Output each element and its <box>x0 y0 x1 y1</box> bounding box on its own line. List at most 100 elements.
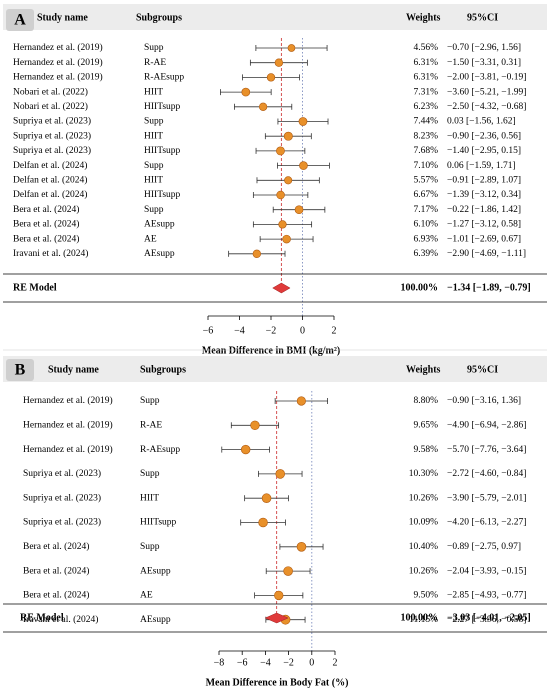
ci-value: −0.90 [−2.36, 0.56] <box>447 131 521 141</box>
x-tick-label: −2 <box>266 325 277 336</box>
x-tick-label: −2 <box>283 657 294 668</box>
study-name: Supriya et al. (2023) <box>23 517 101 528</box>
study-name: Delfan et al. (2024) <box>13 160 87 171</box>
subgroup-label: Supp <box>144 43 164 53</box>
study-point <box>250 420 260 430</box>
weight-value: 6.31% <box>413 58 438 68</box>
panel-letter: B <box>15 362 26 379</box>
header-band <box>3 4 547 30</box>
study-name: Bera et al. (2024) <box>13 233 79 244</box>
weight-value: 7.10% <box>413 161 438 171</box>
study-name: Delfan et al. (2024) <box>13 174 87 185</box>
header-ci: 95%CI <box>467 12 498 23</box>
study-name: Supriya et al. (2023) <box>13 145 91 156</box>
subgroup-label: Supp <box>144 205 164 215</box>
study-point <box>276 190 285 200</box>
summary-ci: −1.34 [−1.89, −0.79] <box>447 282 531 293</box>
study-name: Supriya et al. (2023) <box>13 130 91 141</box>
panel-letter-box <box>6 9 34 31</box>
ci-value: −0.90 [−3.16, 1.36] <box>447 396 521 406</box>
study-point <box>258 102 268 111</box>
study-point <box>294 205 304 215</box>
weight-value: 7.31% <box>413 87 438 97</box>
summary-diamond <box>272 282 291 294</box>
weight-value: 6.31% <box>413 73 438 83</box>
study-name: Bera et al. (2024) <box>23 590 89 601</box>
weight-value: 6.23% <box>413 102 438 112</box>
subgroup-label: R-AE <box>144 58 166 68</box>
subgroup-label: AE <box>144 234 157 244</box>
study-name: Bera et al. (2024) <box>13 204 79 215</box>
subgroup-label: HIITsupp <box>140 518 177 528</box>
header-study-name: Study name <box>37 12 88 23</box>
weight-value: 8.80% <box>413 396 438 406</box>
header-weights: Weights <box>406 12 441 23</box>
study-name: Nobari et al. (2022) <box>13 101 88 112</box>
study-point <box>287 44 296 52</box>
subgroup-label: HIIT <box>144 87 163 97</box>
study-name: Hernandez et al. (2019) <box>13 57 103 68</box>
subgroup-label: HIIT <box>144 175 163 185</box>
study-name: Supriya et al. (2023) <box>23 468 101 479</box>
subgroup-label: HIIT <box>144 131 163 141</box>
ci-value: −0.70 [−2.96, 1.56] <box>447 43 521 53</box>
x-tick-label: −4 <box>234 325 245 336</box>
subgroup-label: Supp <box>144 161 164 171</box>
panel-letter: A <box>14 12 26 29</box>
weight-value: 5.57% <box>413 175 438 185</box>
study-point <box>266 73 276 82</box>
subgroup-label: AE <box>140 591 153 601</box>
study-point <box>276 146 285 156</box>
study-point <box>252 249 262 258</box>
study-name: Iravani et al. (2024) <box>23 614 98 625</box>
summary-weight: 100.00% <box>401 612 439 623</box>
header-study-name: Study name <box>48 364 99 375</box>
panel-B <box>3 356 547 655</box>
study-name: Hernandez et al. (2019) <box>13 72 103 83</box>
subgroup-label: AEsupp <box>144 220 175 230</box>
study-point <box>283 131 293 141</box>
subgroup-label: AEsupp <box>140 566 171 576</box>
study-name: Hernandez et al. (2019) <box>13 42 103 53</box>
weight-value: 4.56% <box>413 43 438 53</box>
header-ci: 95%CI <box>467 364 498 375</box>
header-subgroups: Subgroups <box>136 12 182 23</box>
panel-A <box>3 4 547 320</box>
subgroup-label: HIITsupp <box>144 190 181 200</box>
study-point <box>275 469 286 479</box>
x-tick-label: −6 <box>203 325 214 336</box>
weight-value: 7.44% <box>413 117 438 127</box>
ci-value: −2.72 [−4.60, −0.84] <box>447 469 526 479</box>
ci-value: −0.89 [−2.75, 0.97] <box>447 542 521 552</box>
ci-value: −2.27 [−3.96, −0.58] <box>447 615 526 625</box>
weight-value: 10.26% <box>409 493 438 503</box>
study-name: Hernandez et al. (2019) <box>23 444 113 455</box>
subgroup-label: HIITsupp <box>144 146 181 156</box>
subgroup-label: AEsupp <box>144 249 175 259</box>
study-point <box>283 566 293 576</box>
ci-value: −2.85 [−4.93, −0.77] <box>447 591 526 601</box>
study-point <box>284 176 293 185</box>
study-name: Nobari et al. (2022) <box>13 86 88 97</box>
study-point <box>274 58 284 67</box>
ci-value: −4.90 [−6.94, −2.86] <box>447 420 526 430</box>
summary-label: RE Model <box>20 612 64 623</box>
weight-value: 6.39% <box>413 249 438 259</box>
weight-value: 10.09% <box>409 518 438 528</box>
x-tick-label: −6 <box>237 657 248 668</box>
ci-value: −2.04 [−3.93, −0.15] <box>447 566 526 576</box>
subgroup-label: R-AE <box>140 420 162 430</box>
ci-value: −5.70 [−7.76, −3.64] <box>447 445 526 455</box>
study-point <box>299 161 308 170</box>
study-point <box>282 234 291 244</box>
ci-value: −1.27 [−3.12, 0.58] <box>447 220 521 230</box>
ci-value: −2.00 [−3.81, −0.19] <box>447 73 526 83</box>
weight-value: 10.30% <box>409 469 438 479</box>
x-tick-label: 0 <box>300 325 305 336</box>
header-subgroups: Subgroups <box>140 364 186 375</box>
subgroup-label: Supp <box>140 542 160 552</box>
weight-value: 7.68% <box>413 146 438 156</box>
panel-letter-box <box>6 359 34 381</box>
study-point <box>296 396 306 406</box>
